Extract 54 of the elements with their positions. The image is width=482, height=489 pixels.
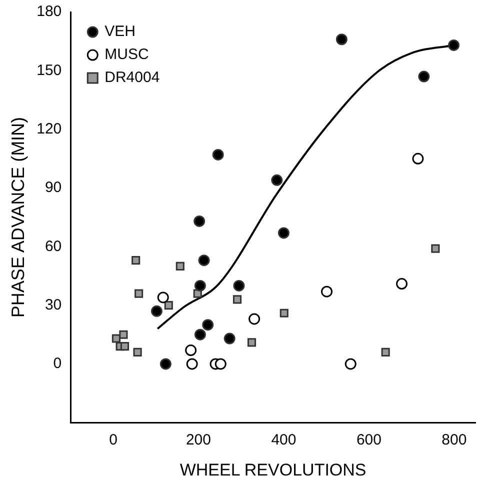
point xyxy=(164,301,173,310)
x-tick-label: 600 xyxy=(356,432,382,449)
point xyxy=(248,313,260,325)
y-tick-label: 90 xyxy=(44,179,62,196)
x-tick-label: 200 xyxy=(186,432,211,449)
point xyxy=(418,70,430,82)
point xyxy=(233,280,245,292)
point xyxy=(336,34,348,46)
y-tick-label: 120 xyxy=(36,120,62,138)
x-axis-title: WHEEL REVOLUTIONS xyxy=(180,460,366,480)
y-axis-title: PHASE ADVANCE (MIN) xyxy=(8,116,28,318)
point xyxy=(396,278,408,290)
x-tick-label: 800 xyxy=(442,432,467,449)
point xyxy=(194,280,206,292)
legend-label: DR4004 xyxy=(104,69,160,86)
y-tick-label: 150 xyxy=(36,62,62,79)
point xyxy=(431,244,440,253)
point xyxy=(120,342,130,351)
point xyxy=(232,295,242,304)
point xyxy=(160,358,172,370)
point xyxy=(119,330,128,339)
point xyxy=(321,286,333,298)
point xyxy=(185,344,197,356)
point xyxy=(271,174,283,186)
point xyxy=(194,215,206,227)
y-tick-label: 0 xyxy=(53,355,62,372)
point xyxy=(132,256,140,265)
legend-label: MUSC xyxy=(104,46,149,64)
legend-label: VEH xyxy=(104,23,136,40)
point xyxy=(212,148,224,160)
y-tick-label: 180 xyxy=(36,3,62,20)
x-tick-label: 400 xyxy=(271,432,296,449)
point xyxy=(194,328,206,340)
point xyxy=(247,338,256,347)
point xyxy=(112,334,121,343)
point xyxy=(198,254,210,266)
point xyxy=(157,292,169,304)
point xyxy=(202,319,214,331)
x-tick-label: 0 xyxy=(109,432,118,449)
point xyxy=(381,348,390,356)
point xyxy=(224,332,236,344)
point xyxy=(150,305,162,317)
point xyxy=(214,358,226,370)
point xyxy=(186,358,198,370)
point xyxy=(176,262,184,270)
y-tick-label: 60 xyxy=(44,238,62,255)
point xyxy=(134,289,144,298)
point xyxy=(280,308,288,318)
point xyxy=(344,358,356,370)
point xyxy=(278,227,290,239)
y-tick-label: 30 xyxy=(44,296,62,314)
point xyxy=(448,39,460,51)
point xyxy=(412,152,424,164)
point xyxy=(133,348,142,356)
